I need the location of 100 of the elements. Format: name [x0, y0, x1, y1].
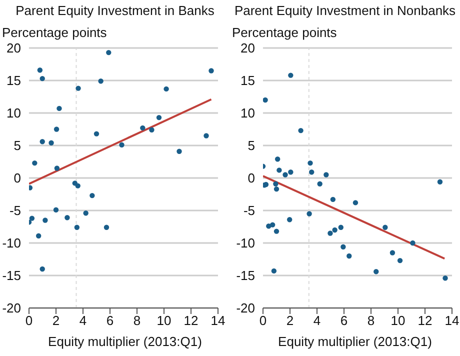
x-tick-label: 6: [340, 313, 348, 328]
point: [176, 148, 182, 154]
point: [54, 126, 60, 132]
x-tick-label: 10: [156, 313, 172, 328]
point: [437, 179, 443, 184]
point: [98, 78, 104, 84]
point: [29, 185, 33, 190]
point: [204, 133, 209, 138]
point: [64, 215, 70, 220]
point: [276, 168, 282, 173]
point: [271, 268, 277, 274]
x-tick-label: 4: [79, 313, 87, 328]
y-tick-label: 0: [14, 170, 21, 186]
point: [140, 125, 146, 131]
point: [352, 200, 358, 206]
y-tick-label: -10: [236, 236, 255, 251]
point: [208, 68, 214, 74]
point: [330, 196, 336, 202]
point: [76, 86, 81, 91]
y-tick-label: 15: [240, 73, 255, 88]
point: [56, 106, 62, 112]
point: [90, 192, 95, 198]
point: [374, 269, 379, 274]
y-tick-label: 10: [240, 106, 255, 121]
point: [397, 258, 403, 264]
point: [317, 181, 322, 186]
chart-title: Parent Equity Investment in Nonbanks: [233, 3, 457, 18]
point: [288, 170, 294, 175]
point: [54, 166, 60, 171]
y-tick-label: -15: [236, 268, 255, 284]
point: [332, 227, 338, 233]
point: [274, 228, 280, 234]
point: [36, 233, 42, 238]
y-tick-label: -10: [2, 236, 21, 251]
point: [40, 76, 45, 82]
point: [274, 156, 280, 162]
y-tick-label: -20: [2, 300, 21, 316]
y-tick-label: -5: [243, 203, 255, 218]
point: [382, 224, 388, 230]
point: [410, 240, 416, 246]
y-axis-title: Percentage points: [232, 25, 337, 40]
x-tick-label: 6: [106, 313, 114, 328]
x-tick-label: 10: [390, 313, 406, 328]
point: [29, 216, 35, 221]
x-tick-label: 0: [25, 313, 33, 328]
y-tick-label: 15: [6, 73, 21, 88]
point: [74, 224, 80, 230]
point: [282, 172, 288, 178]
point: [119, 142, 124, 148]
point: [156, 114, 162, 120]
point: [328, 230, 333, 236]
point: [324, 172, 329, 178]
point: [273, 181, 278, 186]
point: [40, 266, 45, 272]
x-tick-label: 12: [418, 313, 432, 328]
x-tick-label: 14: [210, 313, 226, 328]
y-tick-label: 5: [248, 138, 255, 154]
point: [83, 210, 88, 216]
y-tick-label: 20: [6, 40, 21, 56]
point: [308, 160, 313, 166]
y-tick-label: -15: [2, 268, 21, 284]
point: [270, 222, 276, 228]
point: [309, 170, 314, 175]
point: [42, 218, 48, 223]
y-tick-label: 10: [6, 106, 21, 121]
point: [306, 211, 312, 216]
point: [298, 128, 304, 134]
point: [48, 140, 54, 146]
point: [390, 250, 396, 256]
x-tick-label: 8: [133, 313, 141, 328]
point: [149, 127, 154, 132]
point: [37, 68, 43, 73]
y-axis-title: Percentage points: [2, 25, 107, 40]
x-axis-title: Equity multiplier (2013:Q1): [277, 334, 433, 349]
point: [40, 139, 45, 144]
point: [75, 183, 80, 188]
point: [346, 253, 352, 259]
x-axis-title: Equity multiplier (2013:Q1): [47, 334, 203, 349]
x-tick-label: 2: [52, 313, 60, 328]
point: [274, 186, 280, 192]
point: [340, 244, 346, 250]
point: [263, 97, 268, 103]
y-tick-label: -20: [236, 300, 255, 316]
point: [442, 276, 448, 281]
point: [106, 50, 112, 56]
point: [338, 224, 344, 230]
chart-title: Parent Equity Investment in Banks: [14, 3, 216, 18]
y-tick-label: -5: [9, 203, 21, 218]
point: [32, 160, 38, 166]
point: [53, 207, 59, 212]
x-tick-label: 14: [444, 313, 460, 328]
x-tick-label: 12: [184, 313, 198, 328]
x-tick-label: 2: [286, 313, 294, 328]
x-tick-label: 4: [313, 313, 321, 328]
point: [104, 224, 110, 230]
point: [94, 131, 100, 136]
point: [286, 217, 292, 222]
y-tick-label: 20: [240, 40, 255, 56]
y-tick-label: 0: [248, 170, 255, 186]
point: [164, 86, 169, 92]
